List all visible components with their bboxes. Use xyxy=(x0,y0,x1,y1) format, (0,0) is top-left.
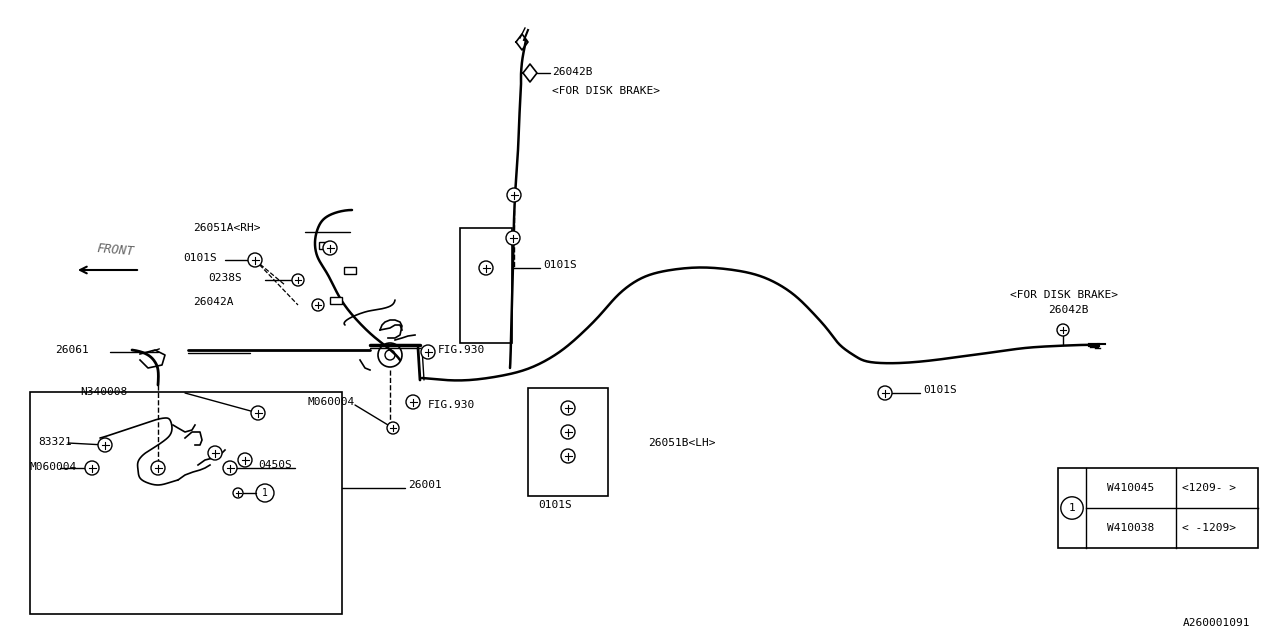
Circle shape xyxy=(561,449,575,463)
Circle shape xyxy=(238,453,252,467)
Circle shape xyxy=(99,438,113,452)
Circle shape xyxy=(387,422,399,434)
Text: <1209- >: <1209- > xyxy=(1183,483,1236,493)
Text: 0101S: 0101S xyxy=(183,253,216,263)
Circle shape xyxy=(506,231,520,245)
Circle shape xyxy=(248,253,262,267)
Circle shape xyxy=(312,299,324,311)
Circle shape xyxy=(878,386,892,400)
Text: N340008: N340008 xyxy=(79,387,127,397)
Text: 26001: 26001 xyxy=(408,480,442,490)
FancyArrowPatch shape xyxy=(152,349,160,351)
Text: M060004: M060004 xyxy=(308,397,356,407)
Bar xyxy=(460,228,512,343)
Text: < -1209>: < -1209> xyxy=(1183,523,1236,533)
Text: A260001091: A260001091 xyxy=(1183,618,1251,628)
Text: 1: 1 xyxy=(262,488,268,498)
Circle shape xyxy=(151,461,165,475)
Circle shape xyxy=(207,446,221,460)
Text: 1: 1 xyxy=(1069,503,1075,513)
Circle shape xyxy=(421,345,435,359)
Bar xyxy=(330,296,342,303)
Bar xyxy=(529,388,608,496)
Text: 26042B: 26042B xyxy=(1048,305,1088,315)
Text: FRONT: FRONT xyxy=(96,242,134,258)
Bar xyxy=(344,266,356,273)
Circle shape xyxy=(479,261,493,275)
Text: 26061: 26061 xyxy=(55,345,88,355)
Text: 0450S: 0450S xyxy=(259,460,292,470)
Text: 0101S: 0101S xyxy=(538,500,572,510)
Text: 83321: 83321 xyxy=(38,437,72,447)
Text: FIG.930: FIG.930 xyxy=(428,400,475,410)
Circle shape xyxy=(233,488,243,498)
Text: 0238S: 0238S xyxy=(207,273,242,283)
Bar xyxy=(319,241,332,248)
Circle shape xyxy=(406,395,420,409)
Text: W410045: W410045 xyxy=(1107,483,1155,493)
Text: FIG.930: FIG.930 xyxy=(438,345,485,355)
Text: 26051A<RH>: 26051A<RH> xyxy=(193,223,261,233)
Circle shape xyxy=(323,241,337,255)
Text: <FOR DISK BRAKE>: <FOR DISK BRAKE> xyxy=(1010,290,1117,300)
Text: W410038: W410038 xyxy=(1107,523,1155,533)
Bar xyxy=(1059,468,1258,548)
Text: 0101S: 0101S xyxy=(923,385,956,395)
Text: M060004: M060004 xyxy=(29,462,77,472)
Text: 26042B: 26042B xyxy=(552,67,593,77)
Bar xyxy=(29,392,342,614)
Circle shape xyxy=(1057,324,1069,336)
Text: 26042A: 26042A xyxy=(193,297,233,307)
Circle shape xyxy=(84,461,99,475)
Circle shape xyxy=(507,188,521,202)
Text: 0101S: 0101S xyxy=(543,260,577,270)
Circle shape xyxy=(561,425,575,439)
Text: <FOR DISK BRAKE>: <FOR DISK BRAKE> xyxy=(552,86,660,96)
Circle shape xyxy=(223,461,237,475)
Text: 26051B<LH>: 26051B<LH> xyxy=(648,438,716,448)
Circle shape xyxy=(561,401,575,415)
Circle shape xyxy=(251,406,265,420)
Circle shape xyxy=(292,274,305,286)
